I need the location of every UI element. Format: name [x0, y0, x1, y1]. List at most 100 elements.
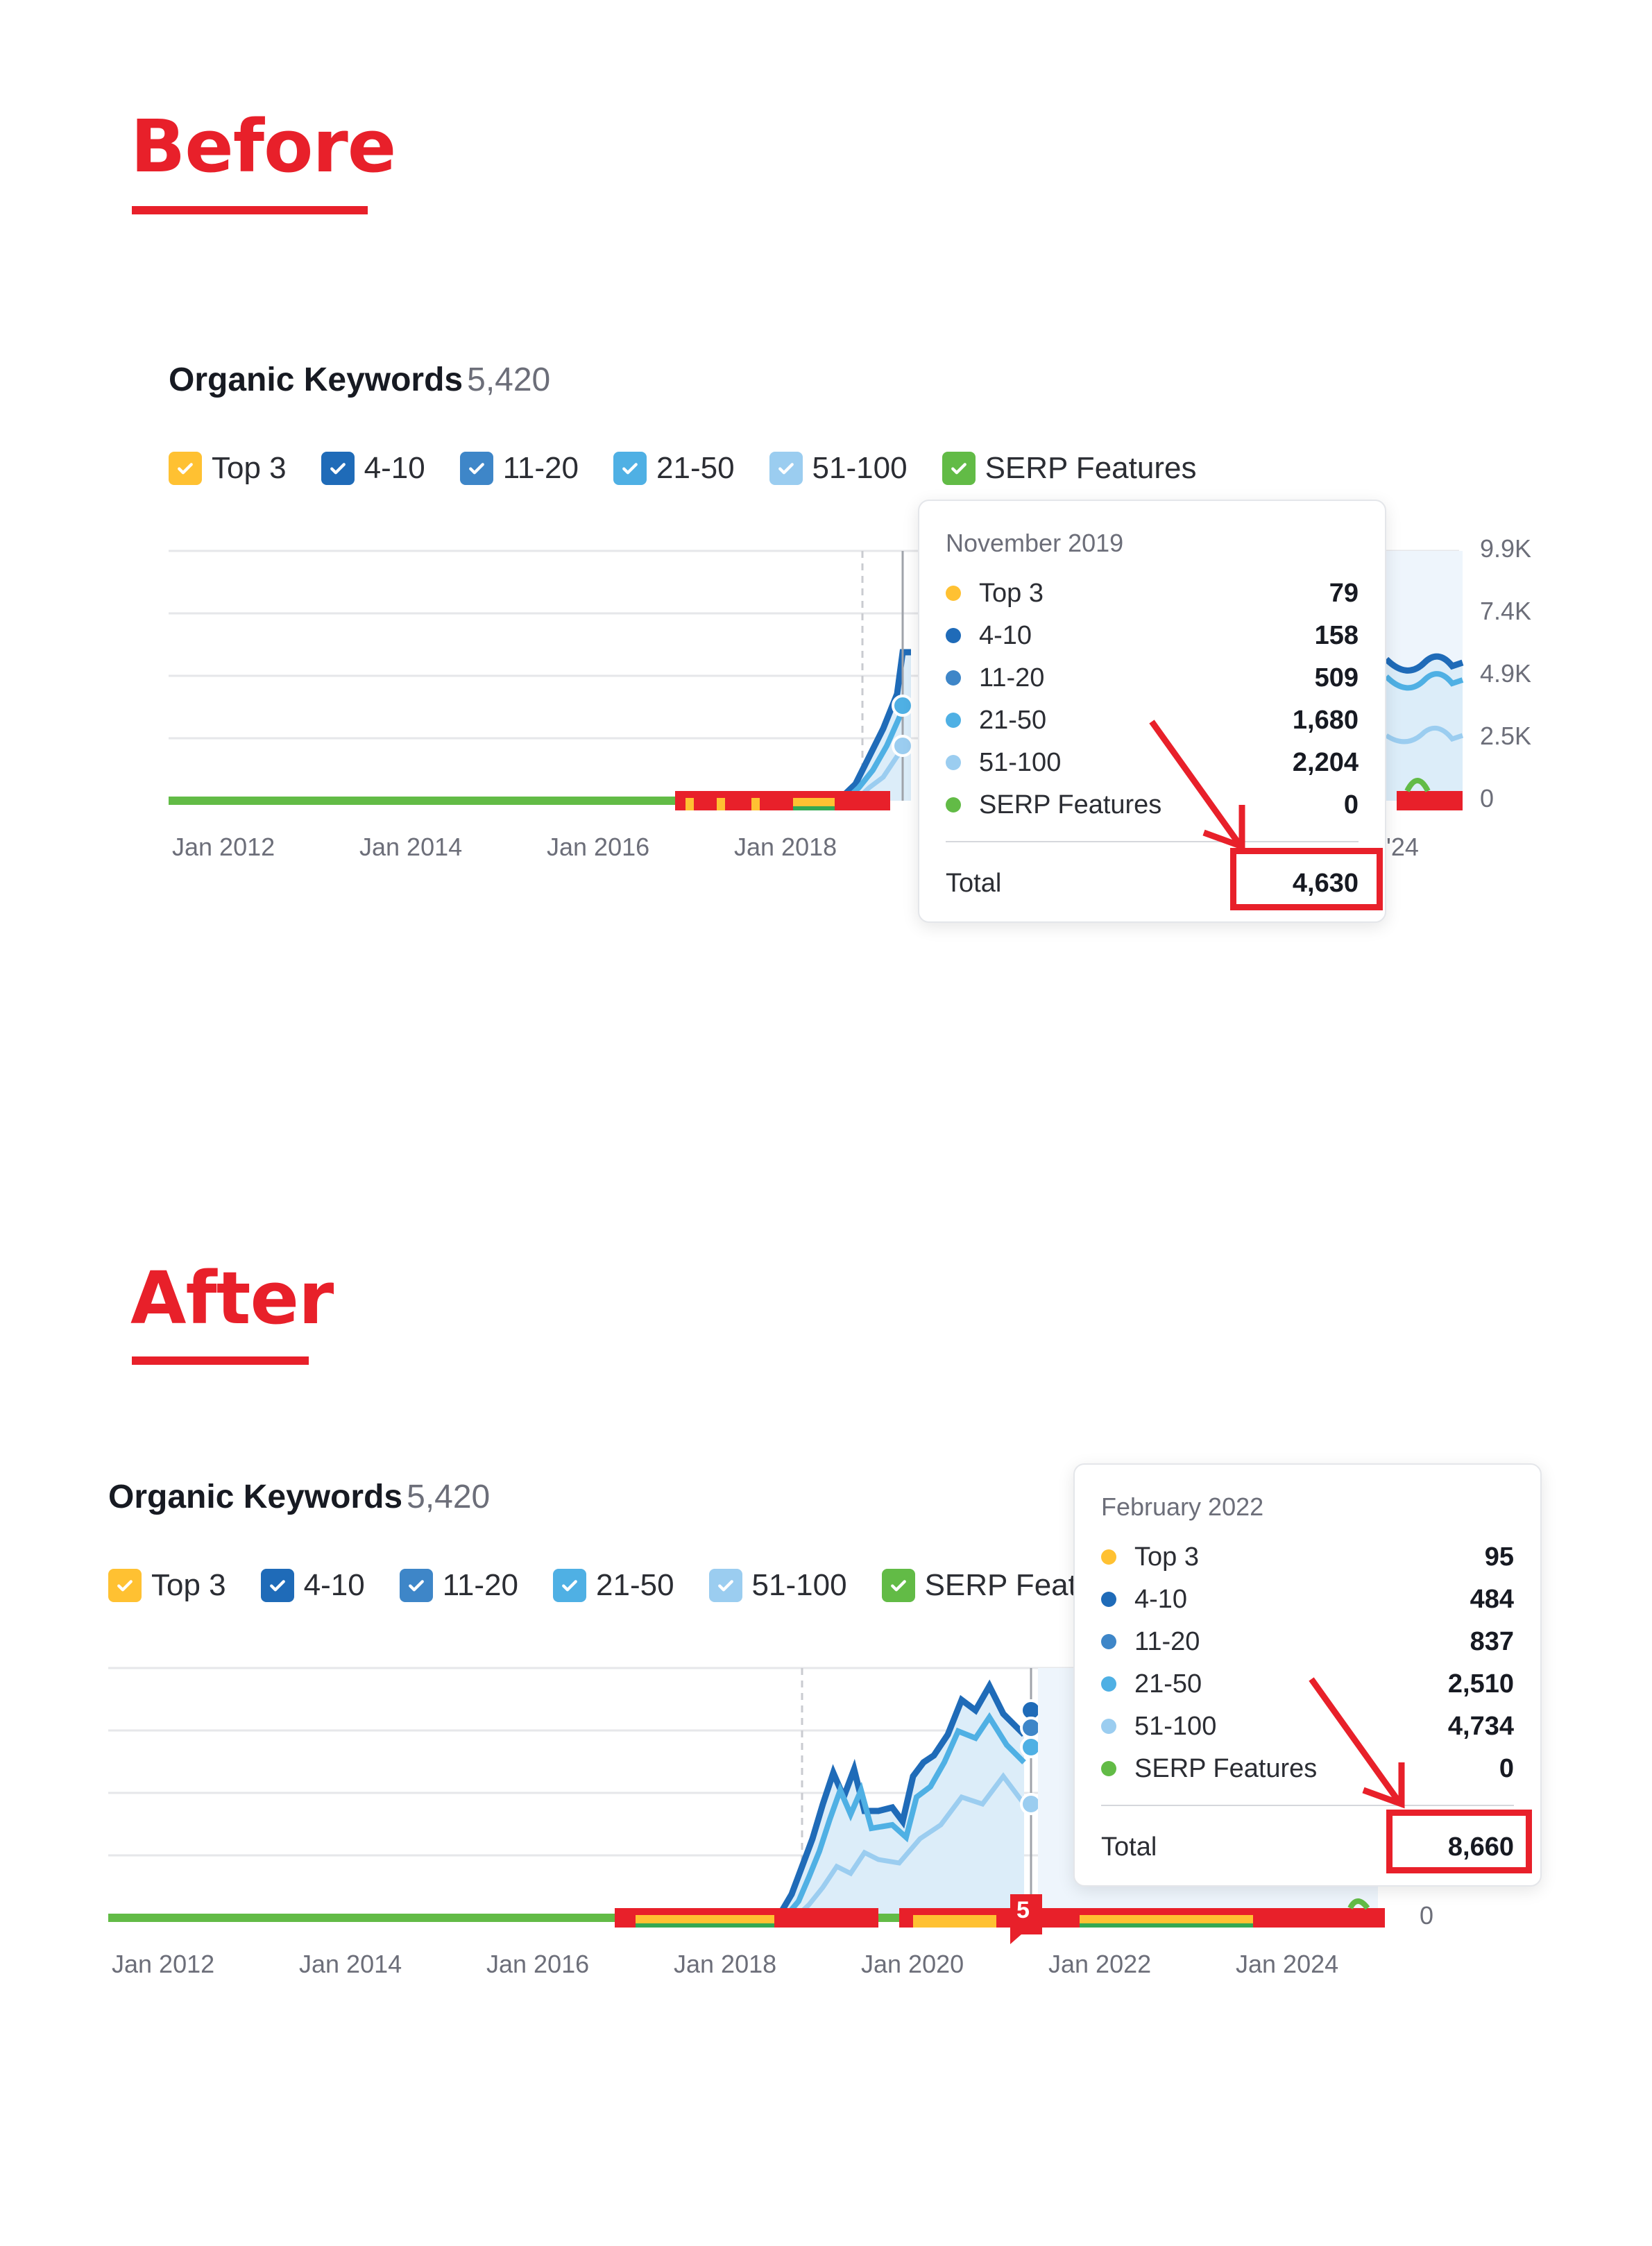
dot-icon [946, 670, 961, 686]
legend-label: Top 3 [212, 451, 287, 485]
legend-label: 4-10 [303, 1568, 365, 1602]
keyword-count: 5,420 [467, 361, 551, 398]
checkbox-icon [613, 452, 647, 485]
legend-label: 51-100 [812, 451, 908, 485]
x-tick: Jan 2018 [674, 1950, 777, 1978]
tooltip-total-label: Total [946, 869, 1002, 898]
arrow-icon [1309, 1677, 1405, 1809]
legend-label: Top 3 [151, 1568, 226, 1602]
tooltip-row-21-50: 21-50 1,680 [946, 703, 1359, 738]
y-tick: 0 [1420, 1901, 1434, 1930]
tooltip-row-4-10: 4-10 484 [1101, 1582, 1514, 1617]
legend-label: 21-50 [596, 1568, 674, 1602]
chart-title-text: Organic Keywords [108, 1479, 403, 1515]
tooltip-row-4-10: 4-10 158 [946, 618, 1359, 653]
row-label: Top 3 [1134, 1542, 1199, 1572]
chart-svg [169, 550, 1464, 810]
annotation-badge-count[interactable]: 5 [1016, 1897, 1030, 1923]
arrow-icon [1149, 720, 1245, 851]
checkbox-icon [708, 1569, 742, 1602]
after-panel: Organic Keywords 5,420 Top 3 4-10 11-20 2… [0, 1463, 1652, 2088]
legend-serp-features-toggle[interactable]: SERP Feat [881, 1568, 1077, 1603]
legend-label: 51-100 [751, 1568, 847, 1602]
legend-label: SERP Feat [924, 1568, 1077, 1602]
legend-label: 11-20 [502, 451, 579, 485]
after-underline [132, 1356, 309, 1365]
tooltip-date: February 2022 [1101, 1492, 1264, 1521]
checkbox-icon [399, 1569, 433, 1602]
after-label: After [130, 1256, 334, 1341]
before-panel: Organic Keywords 5,420 Top 3 4-10 11-20 2… [0, 347, 1652, 971]
dot-icon [946, 628, 961, 643]
chart-title: Organic Keywords 5,420 [108, 1478, 490, 1516]
legend-4-10-toggle[interactable]: 4-10 [260, 1568, 365, 1603]
dot-icon [1101, 1676, 1116, 1692]
row-value: 484 [1470, 1584, 1514, 1614]
x-tick: Jan 2016 [547, 833, 650, 861]
highlight-box [1230, 848, 1383, 910]
row-label: 51-100 [979, 747, 1062, 777]
x-tick: Jan 2014 [299, 1950, 402, 1978]
tooltip-row-top3: Top 3 79 [946, 576, 1359, 611]
annotation-badge [1010, 1894, 1042, 1944]
x-tick: Jan 2016 [486, 1950, 590, 1978]
row-value: 79 [1329, 578, 1359, 608]
tooltip-row-top3: Top 3 95 [1101, 1540, 1514, 1574]
before-underline [132, 206, 368, 214]
dot-icon [1101, 1592, 1116, 1607]
legend-51-100-toggle[interactable]: 51-100 [769, 451, 908, 486]
chart-plot[interactable]: 9.9K 7.4K 4.9K 2.5K 0 Jan 2012 Jan 2014 … [169, 534, 1531, 964]
google-update-markers [675, 791, 890, 810]
row-label: 51-100 [1134, 1711, 1217, 1741]
checkbox-icon [553, 1569, 586, 1602]
legend-label: 21-50 [656, 451, 735, 485]
x-tick: Jan 2014 [359, 833, 463, 861]
checkbox-icon [108, 1569, 142, 1602]
y-tick: 4.9K [1480, 659, 1532, 688]
x-tick: Jan 2024 [1236, 1950, 1339, 1978]
legend-label: 4-10 [364, 451, 425, 485]
chart-title-text: Organic Keywords [169, 361, 463, 398]
legend-51-100-toggle[interactable]: 51-100 [708, 1568, 847, 1603]
tooltip-total-label: Total [1101, 1832, 1157, 1862]
x-tick: Jan 2018 [734, 833, 837, 861]
row-value: 95 [1484, 1542, 1514, 1572]
x-tick: Jan 2022 [1048, 1950, 1152, 1978]
row-value: 158 [1314, 620, 1359, 650]
dot-icon [946, 586, 961, 601]
legend-top3-toggle[interactable]: Top 3 [169, 451, 287, 486]
row-value: 2,204 [1292, 747, 1359, 777]
legend-label: 11-20 [442, 1568, 518, 1602]
legend-top3-toggle[interactable]: Top 3 [108, 1568, 226, 1603]
row-label: 4-10 [979, 620, 1032, 650]
checkbox-icon [459, 452, 493, 485]
legend-serp-features-toggle[interactable]: SERP Features [942, 451, 1196, 486]
checkbox-icon [769, 452, 803, 485]
legend-11-20-toggle[interactable]: 11-20 [459, 451, 579, 486]
row-label: 11-20 [1134, 1626, 1200, 1656]
tooltip-total-value: 8,660 [1447, 1832, 1514, 1862]
keyword-count: 5,420 [407, 1479, 491, 1515]
dot-icon [1101, 1761, 1116, 1776]
checkbox-icon [169, 452, 202, 485]
tooltip-total-value: 4,630 [1292, 869, 1359, 898]
row-label: 21-50 [1134, 1669, 1202, 1699]
tooltip-row-serp: SERP Features 0 [1101, 1751, 1514, 1786]
legend-4-10-toggle[interactable]: 4-10 [321, 451, 425, 486]
dot-icon [946, 755, 961, 770]
hover-tooltip: February 2022 Top 3 95 4-10 484 11-20 837 2… [1073, 1463, 1542, 1887]
dot-icon [946, 713, 961, 728]
legend-21-50-toggle[interactable]: 21-50 [553, 1568, 674, 1603]
row-value: 509 [1314, 663, 1359, 692]
legend-21-50-toggle[interactable]: 21-50 [613, 451, 735, 486]
x-tick: Jan 2012 [172, 833, 275, 861]
row-label: Top 3 [979, 578, 1044, 608]
y-tick: 9.9K [1480, 534, 1532, 563]
checkbox-icon [942, 452, 976, 485]
y-tick: 2.5K [1480, 722, 1532, 750]
tooltip-divider [946, 841, 1359, 842]
row-label: SERP Features [979, 790, 1162, 819]
row-label: SERP Features [1134, 1753, 1318, 1783]
legend-11-20-toggle[interactable]: 11-20 [399, 1568, 518, 1603]
dot-icon [1101, 1549, 1116, 1565]
